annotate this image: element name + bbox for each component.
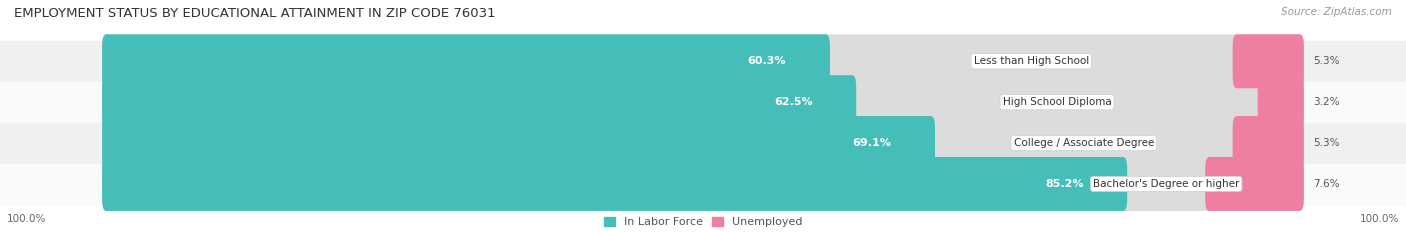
Bar bbox=[0, 123, 1406, 164]
FancyBboxPatch shape bbox=[1205, 157, 1303, 211]
Bar bbox=[0, 82, 1406, 123]
FancyBboxPatch shape bbox=[1233, 116, 1303, 170]
Bar bbox=[0, 164, 1406, 204]
Text: College / Associate Degree: College / Associate Degree bbox=[1014, 138, 1154, 148]
Text: Source: ZipAtlas.com: Source: ZipAtlas.com bbox=[1281, 7, 1392, 17]
FancyBboxPatch shape bbox=[103, 116, 935, 170]
FancyBboxPatch shape bbox=[103, 34, 1303, 88]
FancyBboxPatch shape bbox=[1258, 75, 1303, 129]
FancyBboxPatch shape bbox=[103, 157, 1303, 211]
Text: 69.1%: 69.1% bbox=[852, 138, 891, 148]
Text: 5.3%: 5.3% bbox=[1313, 56, 1340, 66]
FancyBboxPatch shape bbox=[1233, 34, 1303, 88]
FancyBboxPatch shape bbox=[103, 75, 856, 129]
Text: Less than High School: Less than High School bbox=[974, 56, 1088, 66]
Bar bbox=[0, 41, 1406, 82]
Text: EMPLOYMENT STATUS BY EDUCATIONAL ATTAINMENT IN ZIP CODE 76031: EMPLOYMENT STATUS BY EDUCATIONAL ATTAINM… bbox=[14, 7, 496, 20]
Text: 85.2%: 85.2% bbox=[1045, 179, 1084, 189]
FancyBboxPatch shape bbox=[103, 116, 1303, 170]
Text: 100.0%: 100.0% bbox=[7, 214, 46, 224]
Text: 7.6%: 7.6% bbox=[1313, 179, 1340, 189]
Legend: In Labor Force, Unemployed: In Labor Force, Unemployed bbox=[603, 217, 803, 227]
FancyBboxPatch shape bbox=[103, 34, 830, 88]
Text: Bachelor's Degree or higher: Bachelor's Degree or higher bbox=[1092, 179, 1239, 189]
Text: 60.3%: 60.3% bbox=[748, 56, 786, 66]
FancyBboxPatch shape bbox=[103, 75, 1303, 129]
FancyBboxPatch shape bbox=[103, 157, 1128, 211]
Text: 5.3%: 5.3% bbox=[1313, 138, 1340, 148]
Text: 3.2%: 3.2% bbox=[1313, 97, 1340, 107]
Text: 100.0%: 100.0% bbox=[1360, 214, 1399, 224]
Text: 62.5%: 62.5% bbox=[773, 97, 813, 107]
Text: High School Diploma: High School Diploma bbox=[1002, 97, 1111, 107]
